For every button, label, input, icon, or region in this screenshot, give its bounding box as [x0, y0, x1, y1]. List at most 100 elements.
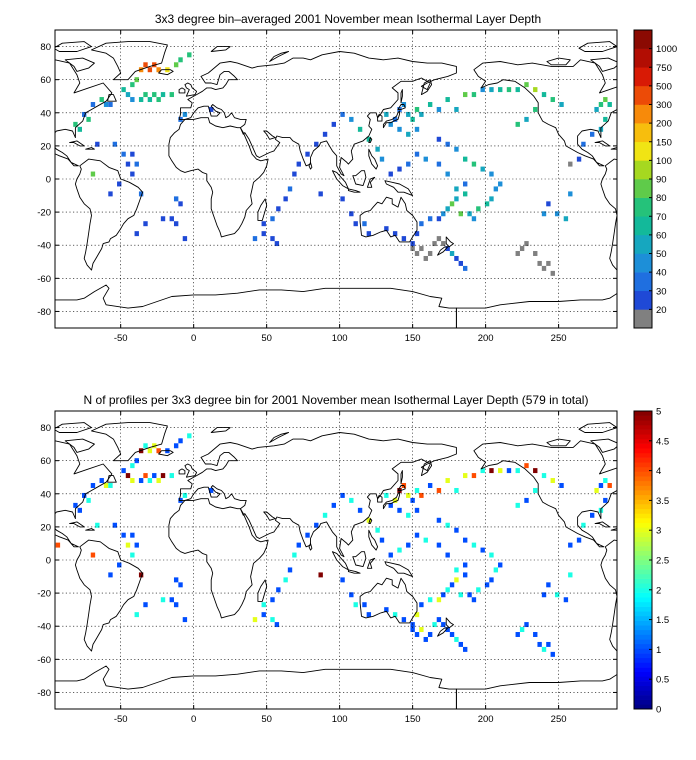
data-cell [427, 597, 433, 603]
coastline-new-zealand-north [445, 236, 454, 248]
colorbar-label: 40 [656, 268, 667, 279]
colorbar-label: 30 [656, 286, 667, 297]
data-cell [349, 497, 354, 503]
data-cell [410, 246, 415, 252]
colorbar-swatch [634, 555, 652, 561]
data-cell [471, 216, 477, 222]
y-tick-label: 0 [46, 175, 51, 186]
data-cell [353, 221, 358, 227]
x-tick-label: 150 [405, 333, 421, 344]
colorbar-swatch [634, 30, 652, 49]
data-cell [178, 438, 183, 444]
colorbar-swatch [634, 504, 652, 510]
data-cell [454, 255, 459, 261]
data-cell [397, 547, 402, 553]
data-cell [541, 473, 547, 479]
y-tick-label: -60 [37, 274, 51, 285]
coastline-korea [377, 113, 383, 122]
colorbar-label: 70 [656, 212, 667, 223]
data-cell [173, 577, 179, 583]
y-tick-label: -40 [37, 241, 51, 252]
data-cell [441, 622, 446, 628]
data-cell [423, 156, 428, 162]
coastline-north-america [55, 440, 113, 548]
data-cell [533, 251, 538, 256]
data-cell [125, 161, 131, 167]
coastline-africa [168, 498, 269, 619]
data-cell [581, 141, 586, 147]
data-cell [366, 136, 372, 142]
data-cell [117, 181, 122, 187]
colorbar-swatch [634, 620, 652, 626]
colorbar-swatch [634, 290, 652, 310]
data-cell [314, 141, 319, 147]
data-cell [498, 562, 503, 568]
data-cell [169, 92, 174, 98]
data-cell [252, 236, 258, 242]
colorbar-swatch [634, 643, 652, 649]
data-cell [541, 211, 547, 217]
colorbar-swatch [634, 667, 652, 673]
y-tick-label: -60 [37, 655, 51, 666]
data-cell [607, 102, 612, 107]
data-cell [559, 483, 564, 488]
data-cell [533, 87, 538, 93]
data-cell [340, 492, 345, 498]
data-cell [436, 542, 442, 548]
data-cell [546, 641, 551, 647]
coastline-svalbard [210, 427, 231, 433]
colorbar-label: 1 [656, 645, 661, 656]
data-cell [462, 562, 468, 568]
colorbar-swatch [634, 216, 652, 236]
colorbar-label: 300 [656, 100, 672, 111]
data-cell [515, 502, 520, 508]
data-cell [349, 116, 354, 122]
data-cell [445, 552, 450, 558]
colorbar-label: 3.5 [656, 496, 669, 507]
y-tick-label: 20 [40, 141, 51, 152]
data-cell [147, 67, 153, 73]
data-cell [90, 171, 96, 177]
data-cell [270, 597, 275, 603]
data-cell [445, 141, 450, 147]
data-cell [471, 597, 477, 603]
colorbar-swatch [634, 634, 652, 640]
data-cell [99, 478, 104, 484]
colorbar-frame [633, 29, 653, 329]
data-cell [95, 141, 100, 147]
data-cell [99, 97, 104, 103]
colorbar-label: 4 [656, 466, 661, 477]
data-cell [121, 468, 126, 474]
coastline-greenland [91, 422, 168, 462]
data-cell [419, 492, 424, 498]
colorbar-label: 20 [656, 305, 667, 316]
coastline-svalbard [210, 46, 231, 52]
colorbar-swatch [634, 67, 652, 87]
coastline-arabia-gulf [263, 511, 276, 521]
x-tick-label: 100 [332, 714, 348, 725]
colorbar-swatch [634, 583, 652, 589]
coastline-antarctica [55, 284, 457, 328]
coastline-ellesmere-island [55, 41, 92, 52]
data-cell [445, 206, 450, 212]
data-cell [384, 607, 389, 613]
data-cell [467, 592, 472, 598]
coastline-cuba [594, 140, 611, 147]
coastline-north-america [55, 59, 113, 167]
coastline-new-zealand-south [437, 627, 449, 637]
data-cell [130, 171, 135, 177]
data-cell [125, 92, 131, 98]
colorbar-label: 500 [656, 81, 672, 92]
chart-title-top: 3x3 degree bin–averaged 2001 November me… [155, 12, 541, 26]
coastline-baffin-island [64, 438, 95, 453]
data-cell [423, 636, 428, 642]
data-cell [489, 468, 494, 474]
data-cell [436, 517, 442, 523]
data-cell [261, 612, 266, 618]
data-cell [458, 260, 463, 266]
colorbar-swatch [634, 513, 652, 519]
data-cell [554, 211, 560, 217]
coastline-eurasia [178, 51, 457, 177]
data-cell [362, 221, 367, 227]
colorbar-swatch [634, 653, 652, 659]
